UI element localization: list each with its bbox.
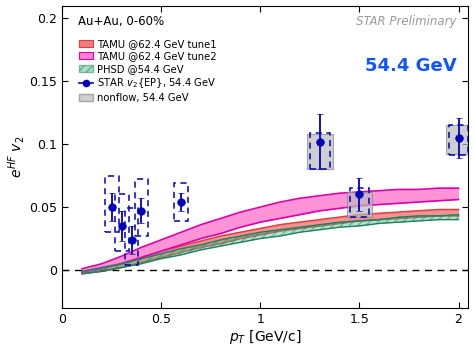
Text: Au+Au, 0-60%: Au+Au, 0-60%	[78, 15, 164, 27]
Text: 54.4 GeV: 54.4 GeV	[365, 57, 456, 75]
Bar	[448, 125, 468, 156]
Bar	[346, 192, 373, 217]
Bar	[349, 188, 369, 217]
Bar	[135, 180, 148, 236]
Bar	[105, 176, 118, 232]
Bar	[310, 133, 330, 169]
Y-axis label: $e^{HF}$ $v_2$: $e^{HF}$ $v_2$	[6, 136, 27, 178]
Bar	[125, 208, 138, 265]
X-axis label: $p_T$ [GeV/c]: $p_T$ [GeV/c]	[229, 328, 301, 346]
Bar	[174, 183, 188, 221]
Bar	[307, 134, 333, 169]
Legend: TAMU @62.4 GeV tune1, TAMU @62.4 GeV tune2, PHSD @54.4 GeV, STAR $v_2${EP}, 54.4: TAMU @62.4 GeV tune1, TAMU @62.4 GeV tun…	[75, 35, 221, 107]
Bar	[115, 194, 128, 251]
Text: STAR Preliminary: STAR Preliminary	[356, 15, 456, 27]
Bar	[446, 125, 472, 154]
